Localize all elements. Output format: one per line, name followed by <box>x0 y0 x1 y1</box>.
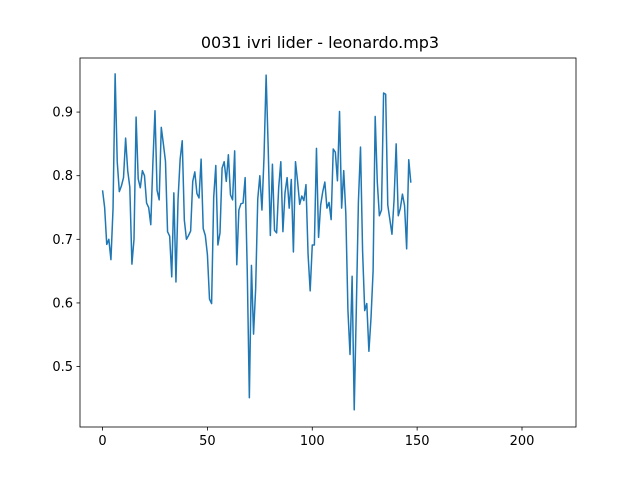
y-tick-label: 0.5 <box>52 360 73 375</box>
x-tick-label: 150 <box>405 434 430 449</box>
x-tick-label: 0 <box>98 434 106 449</box>
y-tick-label: 0.7 <box>52 233 73 248</box>
y-tick-label: 0.9 <box>52 106 73 121</box>
x-tick-label: 200 <box>510 434 535 449</box>
x-tick-label: 50 <box>199 434 216 449</box>
axes-frame <box>79 57 577 428</box>
plot-area <box>101 73 412 411</box>
y-tick-label: 0.6 <box>52 296 73 311</box>
y-tick-label: 0.8 <box>52 169 73 184</box>
axes: 0 50 100 150 200 0.5 0.6 0.7 0.8 0.9 <box>52 57 577 449</box>
chart-title: 0031 ivri lider - leonardo.mp3 <box>201 33 439 52</box>
series-line-0 <box>101 73 412 411</box>
x-tick-label: 100 <box>300 434 325 449</box>
